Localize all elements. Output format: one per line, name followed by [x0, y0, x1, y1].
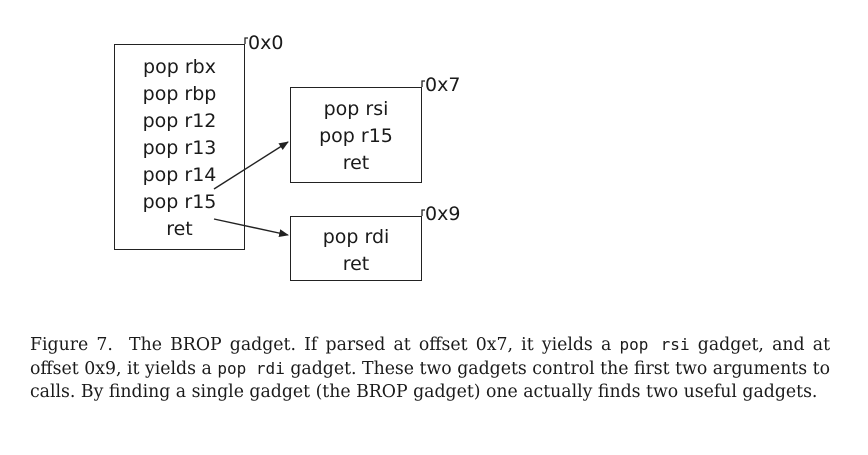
- caption-text-2: gadget, and at offset 0x9, it yields a: [30, 335, 831, 379]
- offset-label-0x7: 0x7: [425, 74, 461, 96]
- caption-text-1: The BROP gadget. If parsed at offset 0x7…: [129, 335, 612, 355]
- instruction-line: pop rsi: [323, 98, 389, 120]
- arrow-to-pop-rsi: [213, 141, 289, 190]
- offset-leader-0x7: [421, 80, 425, 87]
- brop-gadget-box: pop rbx pop rbp pop r12 pop r13 pop r14 …: [114, 44, 245, 250]
- instruction-line: ret: [166, 218, 193, 240]
- caption-text-3: gadget. These two gadgets control the fi…: [30, 359, 830, 402]
- pop-rdi-gadget-box: pop rdi ret: [290, 216, 422, 281]
- offset-label-0x0: 0x0: [248, 32, 284, 54]
- figure-caption: Figure 7. The BROP gadget. If parsed at …: [30, 333, 830, 404]
- figure-label: Figure 7.: [30, 335, 113, 355]
- caption-code-pop-rsi: pop rsi: [619, 335, 690, 354]
- instruction-line: pop r14: [142, 164, 217, 186]
- instruction-line: ret: [342, 152, 370, 174]
- instruction-line: pop r15: [319, 125, 393, 147]
- instruction-line: pop r15: [142, 191, 217, 213]
- instruction-line: pop r12: [142, 110, 217, 132]
- instruction-line: pop rbx: [143, 56, 216, 78]
- offset-leader-0x0: [244, 37, 248, 44]
- caption-code-pop-rdi: pop rdi: [217, 359, 285, 378]
- offset-leader-0x9: [421, 209, 425, 216]
- instruction-line: pop rdi: [322, 226, 390, 248]
- instruction-line: pop rbp: [142, 83, 217, 105]
- instruction-line: pop r13: [142, 137, 217, 159]
- instruction-line: ret: [342, 253, 370, 275]
- pop-rsi-gadget-box: pop rsi pop r15 ret: [290, 87, 422, 183]
- arrow-to-pop-rdi: [213, 218, 289, 237]
- offset-label-0x9: 0x9: [425, 203, 461, 225]
